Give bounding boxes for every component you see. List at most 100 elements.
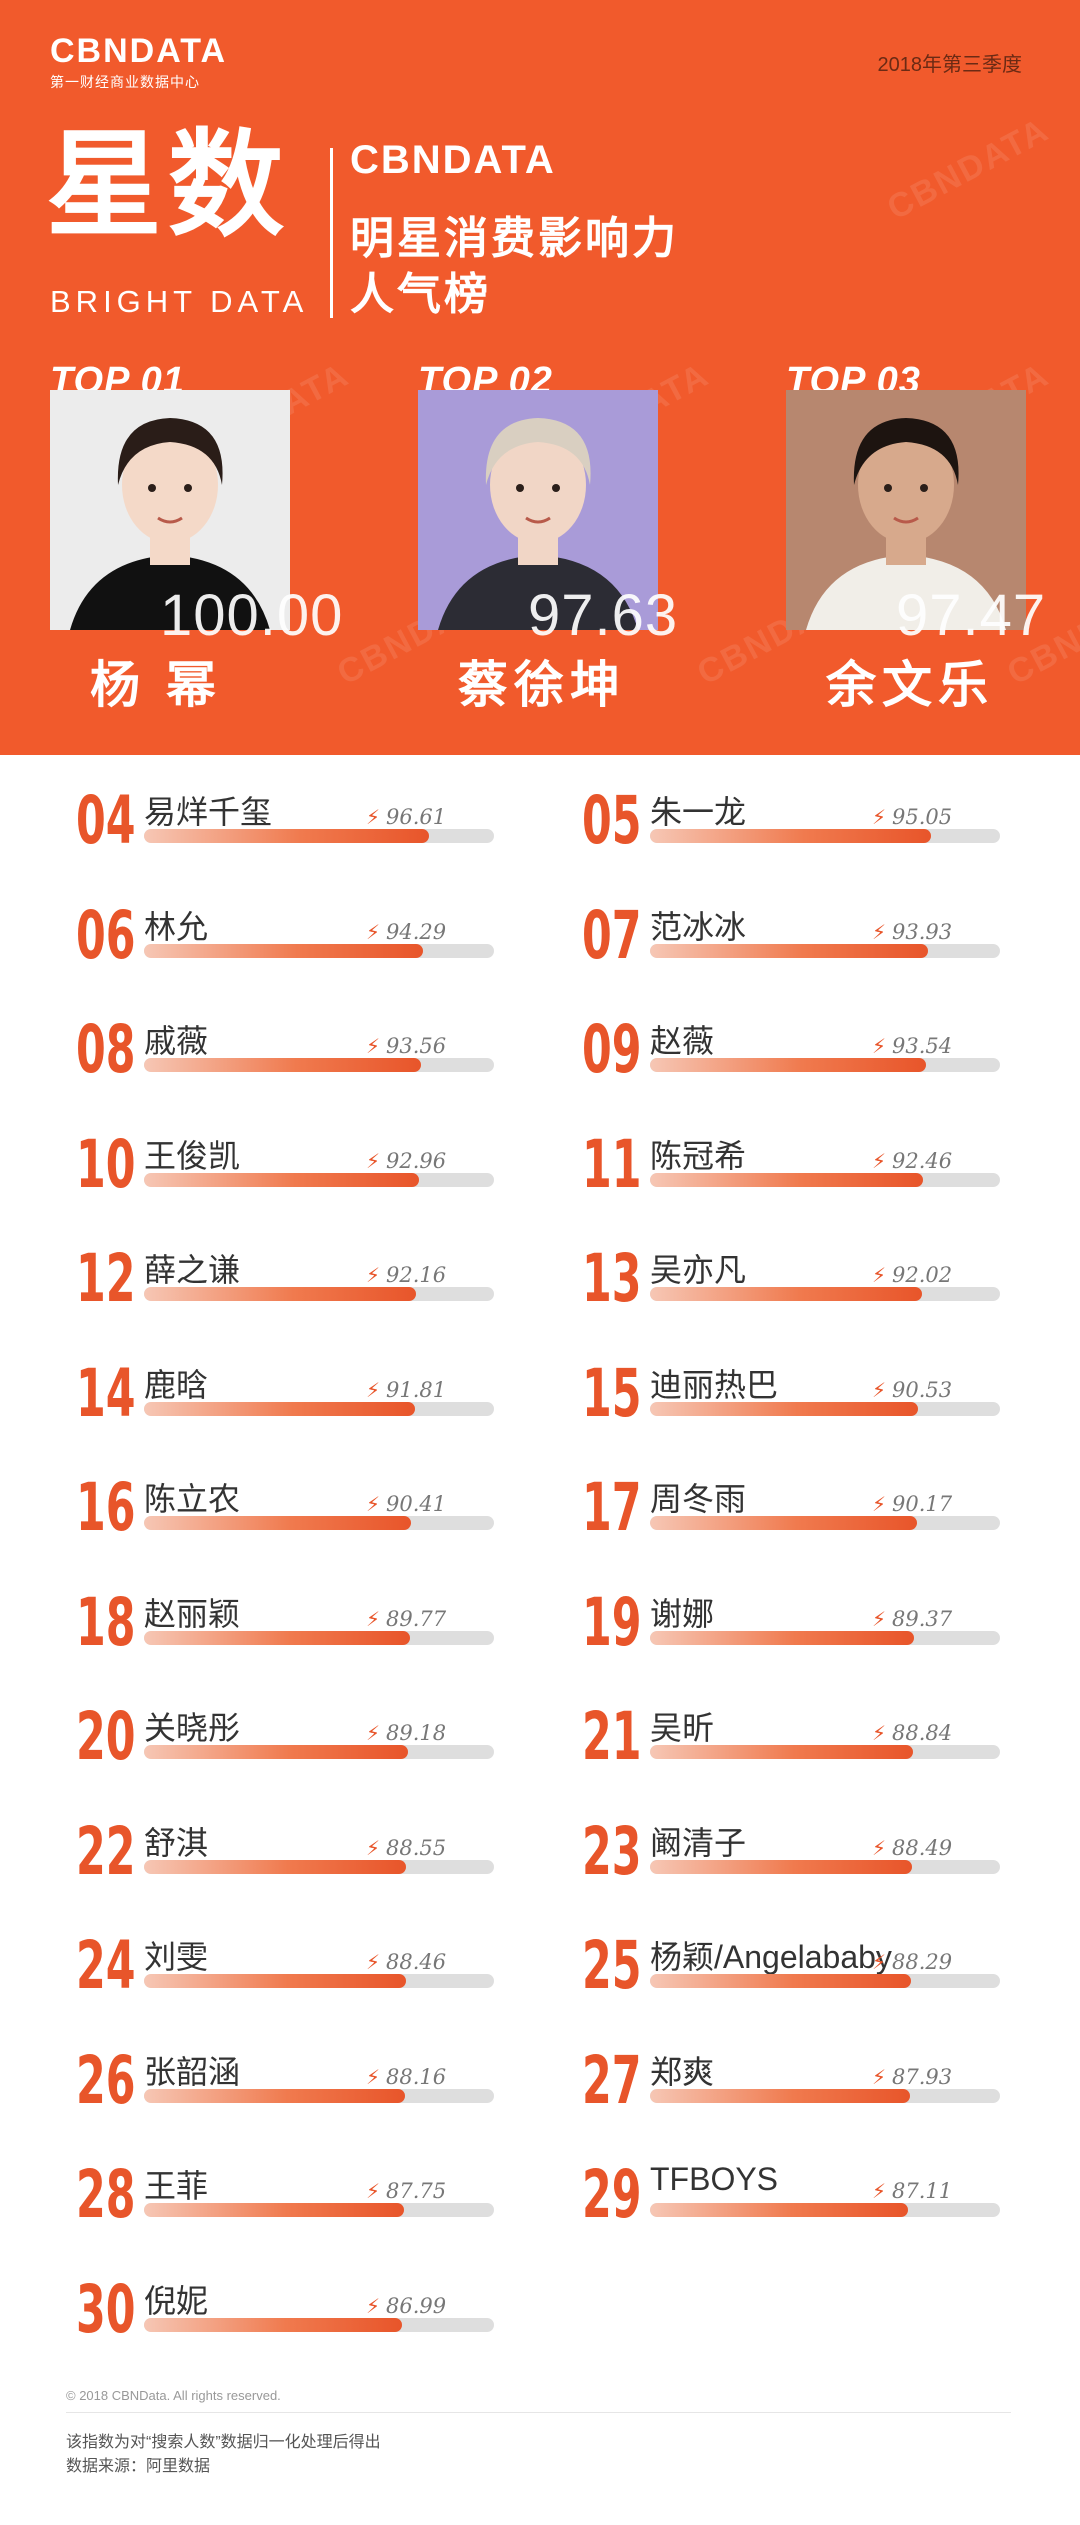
big-title-en: BRIGHT DATA — [50, 284, 309, 319]
score-label: 87.11 — [892, 2179, 953, 2203]
score-bar — [650, 1287, 923, 1301]
brand-logo: CBNDATA — [350, 138, 556, 182]
score-bar-track — [650, 1630, 1000, 1645]
score-bar-track — [144, 829, 494, 843]
score-label: 89.77 — [386, 1606, 447, 1631]
score-bar — [650, 1974, 912, 1988]
rank-number: 12 — [76, 1240, 136, 1317]
rank-row: 06 林允 ⚡ 94.29 — [76, 897, 536, 978]
copyright-text: © 2018 CBNData. All rights reserved. — [66, 2388, 281, 2403]
portrait-face — [858, 427, 954, 543]
score-bar — [144, 1172, 419, 1187]
rank-number: 25 — [582, 1927, 642, 2004]
score-label: 86.99 — [386, 2293, 447, 2318]
footer-divider — [66, 2412, 1011, 2413]
rank-number: 18 — [76, 1583, 136, 1661]
rank-row: 04 易烊千玺 ⚡ 96.61 — [76, 783, 536, 863]
star-name: 倪妮 — [144, 2282, 209, 2319]
score-bar-track — [650, 1745, 1000, 1759]
score-bar-track — [650, 829, 1000, 843]
rank-row: 16 陈立农 ⚡ 90.41 — [76, 1470, 536, 1550]
rank-number: 04 — [76, 782, 136, 859]
score-bar-track — [144, 1630, 494, 1645]
bolt-icon: ⚡ — [872, 1036, 887, 1058]
star-name: 谢娜 — [650, 1595, 715, 1632]
rank-row: 10 王俊凯 ⚡ 92.96 — [76, 1126, 536, 1207]
page-subtitle: 人气榜 — [350, 270, 491, 319]
bolt-icon: ⚡ — [872, 1608, 887, 1631]
star-name: 范冰冰 — [650, 908, 747, 945]
rank-number: 26 — [76, 2041, 136, 2119]
score-bar — [650, 1745, 913, 1759]
rank-row: 24 刘雯 ⚡ 88.46 — [76, 1928, 536, 2008]
bolt-icon: ⚡ — [366, 807, 381, 829]
rank-row: 22 舒淇 ⚡ 88.55 — [76, 1813, 536, 1894]
rank-row: 09 赵薇 ⚡ 93.54 — [582, 1012, 1042, 1092]
rank-number: 11 — [582, 1125, 642, 1203]
rank-number: 27 — [582, 2041, 642, 2119]
score-bar — [144, 2203, 404, 2217]
star-name: 鹿晗 — [144, 1366, 209, 1403]
score-bar-track — [144, 1401, 494, 1416]
season-label: 2018年第三季度 — [877, 54, 1023, 76]
star-name: 陈立农 — [144, 1481, 241, 1517]
star-name: 王俊凯 — [144, 1137, 241, 1174]
rank-row: 07 范冰冰 ⚡ 93.93 — [582, 897, 1042, 978]
score-bar-track — [650, 1974, 1000, 1988]
bolt-icon: ⚡ — [366, 1608, 381, 1631]
rank-row: 20 关晓彤 ⚡ 89.18 — [76, 1699, 536, 1779]
score-bar — [144, 1630, 410, 1645]
score-bar-track — [144, 1745, 494, 1759]
top-score: 97.47 — [896, 583, 1047, 648]
bolt-icon: ⚡ — [366, 2066, 381, 2089]
portrait-clothing — [438, 555, 638, 630]
portrait-mouth — [893, 516, 919, 524]
rank-row: 05 朱一龙 ⚡ 95.05 — [582, 783, 1042, 863]
score-bar-track — [144, 1859, 494, 1874]
star-name: 周冬雨 — [650, 1481, 747, 1517]
score-bar — [144, 1974, 406, 1988]
score-label: 87.75 — [386, 2179, 447, 2203]
portrait-mouth — [157, 516, 183, 524]
score-bar-track — [144, 1058, 494, 1072]
score-bar — [144, 1745, 408, 1759]
portrait-clothing — [70, 555, 270, 630]
rank-number: 23 — [582, 1812, 642, 1890]
rank-number: 29 — [582, 2156, 642, 2233]
score-label: 96.61 — [386, 805, 447, 829]
score-bar-track — [650, 2088, 1000, 2103]
score-label: 87.93 — [892, 2064, 953, 2089]
rank-row: 18 赵丽颖 ⚡ 89.77 — [76, 1583, 536, 1665]
rank-row: 23 阚清子 ⚡ 88.49 — [582, 1812, 1042, 1894]
bolt-icon: ⚡ — [366, 1036, 381, 1058]
top-name: 杨 幂 — [90, 657, 222, 713]
score-bar — [144, 2088, 406, 2103]
star-name: 易烊千玺 — [144, 794, 273, 830]
portrait-illustration — [418, 390, 658, 630]
rank-row: 17 周冬雨 ⚡ 90.17 — [582, 1470, 1042, 1550]
rank-row: 26 张韶涵 ⚡ 88.16 — [76, 2041, 536, 2123]
bolt-icon: ⚡ — [872, 1150, 887, 1173]
top-name: 余文乐 — [826, 657, 994, 713]
score-bar-track — [144, 1287, 494, 1301]
score-bar — [144, 829, 430, 843]
portrait-eye-left — [148, 484, 156, 492]
star-name: 张韶涵 — [144, 2053, 241, 2090]
score-bar — [650, 943, 928, 958]
portrait-hair — [117, 418, 223, 485]
score-label: 91.81 — [386, 1377, 447, 1402]
rank-number: 28 — [76, 2156, 136, 2233]
rank-number: 09 — [582, 1011, 642, 1088]
photo-top-3 — [786, 390, 1026, 630]
score-bar-track — [144, 1974, 494, 1988]
rank-number: 05 — [582, 782, 642, 859]
score-bar — [650, 1630, 915, 1645]
rank-row: 25 杨颖/Angelababy ⚡ 88.29 — [582, 1928, 1042, 2008]
star-name: TFBOYS — [650, 2161, 779, 2197]
bolt-icon: ⚡ — [366, 1723, 381, 1745]
header-banner: CBNDATACBNDATACBNDATACBNDATACBNDATACBNDA… — [0, 0, 1080, 755]
score-label: 88.46 — [386, 1950, 447, 1974]
logo-subtitle: 第一财经商业数据中心 — [50, 74, 200, 90]
star-name: 戚薇 — [144, 1023, 209, 1059]
rank-row: 29 TFBOYS ⚡ 87.11 — [582, 2157, 1042, 2237]
